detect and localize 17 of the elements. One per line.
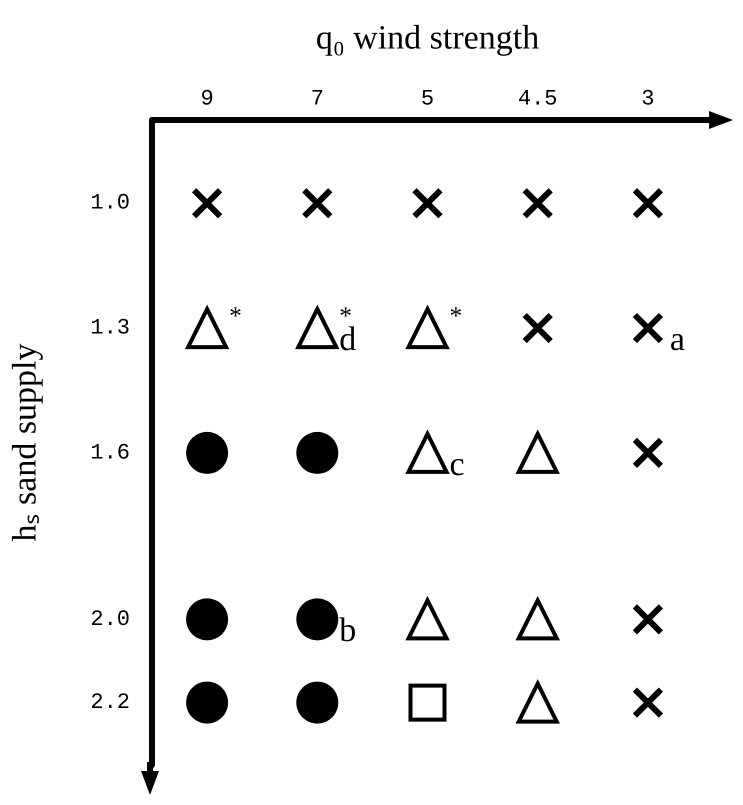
y-axis-title: hₛ sand supply: [6, 344, 44, 542]
y-tick-label: 2.0: [90, 606, 130, 632]
y-tick-label: 1.0: [90, 190, 130, 216]
x-axis-title: q₀ wind strength: [316, 20, 540, 56]
y-tick-label: 1.3: [90, 316, 130, 341]
annotation: a: [670, 320, 685, 358]
annotation: *: [450, 301, 462, 330]
x-tick-label: 4.5: [518, 86, 558, 112]
annotation: *: [229, 301, 242, 330]
y-tick-label: 2.2: [90, 690, 130, 716]
x-tick-label: 9: [200, 86, 214, 112]
x-tick-label: 3: [641, 86, 654, 112]
x-tick-label: 5: [420, 86, 434, 112]
x-tick-label: 7: [310, 86, 324, 112]
annotation: b: [339, 612, 356, 650]
y-tick-label: 1.6: [90, 440, 130, 466]
annotation: c: [450, 446, 465, 483]
